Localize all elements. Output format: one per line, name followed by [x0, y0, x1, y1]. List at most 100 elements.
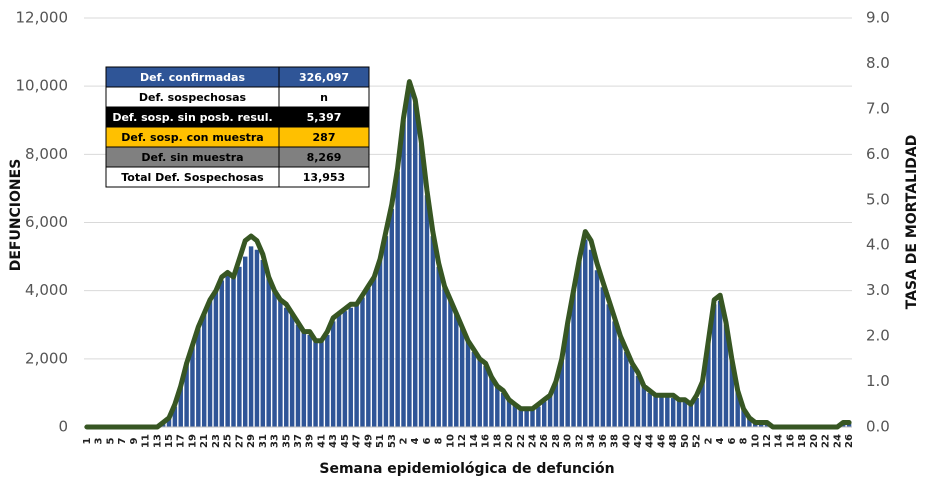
bar: [284, 307, 289, 427]
y-tick-label: 4,000: [25, 281, 68, 299]
bar: [325, 334, 330, 427]
x-tick-label: 6: [727, 437, 738, 444]
x-tick-label: 49: [363, 434, 374, 448]
x-tick-label: 14: [469, 434, 480, 448]
y2-tick-label: 9.0: [866, 9, 890, 27]
bar: [495, 386, 500, 427]
x-tick-label: 30: [563, 434, 574, 448]
x-tick-label: 34: [586, 434, 597, 448]
bar: [712, 304, 717, 427]
table-label: Def. confirmadas: [140, 71, 245, 84]
y-tick-label: 8,000: [25, 145, 68, 163]
bar: [723, 324, 729, 427]
bar: [665, 396, 670, 427]
bar: [377, 259, 383, 427]
x-tick-label: 2: [703, 437, 714, 444]
bar: [717, 300, 723, 427]
bar: [313, 341, 318, 427]
bar: [242, 256, 248, 427]
bar: [407, 86, 412, 428]
bar: [676, 399, 682, 427]
bar: [741, 409, 746, 427]
x-tick-label: 35: [281, 434, 292, 448]
x-tick-label: 31: [258, 434, 269, 448]
bar: [553, 382, 559, 427]
bar: [383, 236, 389, 427]
bar: [160, 424, 166, 427]
bar: [459, 328, 465, 427]
bar: [500, 392, 506, 427]
x-tick-label: 50: [680, 434, 691, 448]
bar: [454, 314, 459, 427]
x-tick-label: 29: [246, 434, 257, 448]
bar: [547, 394, 553, 427]
y2-tick-label: 5.0: [866, 190, 890, 208]
bar: [700, 382, 705, 427]
table-label: Total Def. Sospechosas: [121, 171, 264, 184]
bar: [688, 403, 694, 427]
x-tick-label: 15: [164, 434, 175, 448]
bar: [342, 311, 348, 427]
bar: [635, 375, 641, 427]
x-tick-label: 38: [610, 434, 621, 448]
bar: [295, 324, 301, 427]
x-tick-label: 12: [762, 434, 773, 448]
x-axis-title: Semana epidemiológica de defunción: [319, 461, 614, 477]
x-tick-label: 7: [117, 437, 128, 444]
bar: [641, 386, 647, 427]
bar: [442, 287, 447, 427]
y-axis-title: DEFUNCIONES: [8, 159, 24, 272]
bar: [735, 389, 740, 427]
bar: [213, 290, 219, 427]
x-tick-label: 26: [539, 434, 550, 448]
x-tick-label: 23: [211, 434, 222, 448]
bar: [354, 304, 359, 427]
bar: [301, 331, 307, 427]
bar: [366, 287, 371, 427]
x-tick-label: 8: [434, 437, 445, 444]
bar: [483, 365, 488, 427]
x-tick-label: 53: [387, 434, 398, 448]
bar: [747, 418, 752, 427]
bar: [219, 280, 224, 427]
bar: [489, 375, 494, 427]
bar: [682, 401, 688, 427]
y-tick-label: 0: [58, 418, 68, 436]
table-label: Def. sosp. con muestra: [121, 131, 263, 144]
x-tick-label: 16: [785, 434, 796, 448]
x-tick-label: 52: [692, 434, 703, 448]
x-tick-label: 26: [844, 434, 855, 448]
x-tick-label: 51: [375, 434, 386, 448]
x-tick-label: 27: [234, 434, 245, 448]
x-tick-label: 5: [105, 437, 116, 444]
bar: [424, 195, 430, 427]
bar: [278, 300, 283, 427]
bar: [583, 239, 588, 427]
bar: [430, 236, 436, 427]
table-label: Def. sosp. sin posb. resul.: [112, 111, 272, 124]
bar: [506, 399, 512, 427]
bar: [260, 259, 266, 427]
x-tick-label: 22: [516, 434, 527, 448]
x-tick-label: 4: [715, 437, 726, 444]
table-value: 13,953: [303, 171, 345, 184]
x-tick-label: 25: [223, 434, 234, 448]
bar: [237, 266, 242, 427]
table-label: Def. sospechosas: [139, 91, 247, 104]
bar: [201, 314, 207, 427]
x-tick-label: 4: [410, 437, 421, 444]
x-tick-label: 42: [633, 434, 644, 448]
x-tick-label: 18: [492, 434, 503, 448]
x-tick-label: 18: [797, 434, 808, 448]
bar: [840, 424, 846, 427]
y2-tick-label: 3.0: [866, 281, 890, 299]
bar: [319, 341, 324, 427]
bar: [172, 406, 178, 427]
bar: [541, 401, 547, 427]
bar: [588, 249, 594, 427]
bar: [647, 392, 652, 427]
x-tick-label: 47: [352, 434, 363, 448]
table-value: 8,269: [307, 151, 342, 164]
bar: [360, 297, 365, 427]
